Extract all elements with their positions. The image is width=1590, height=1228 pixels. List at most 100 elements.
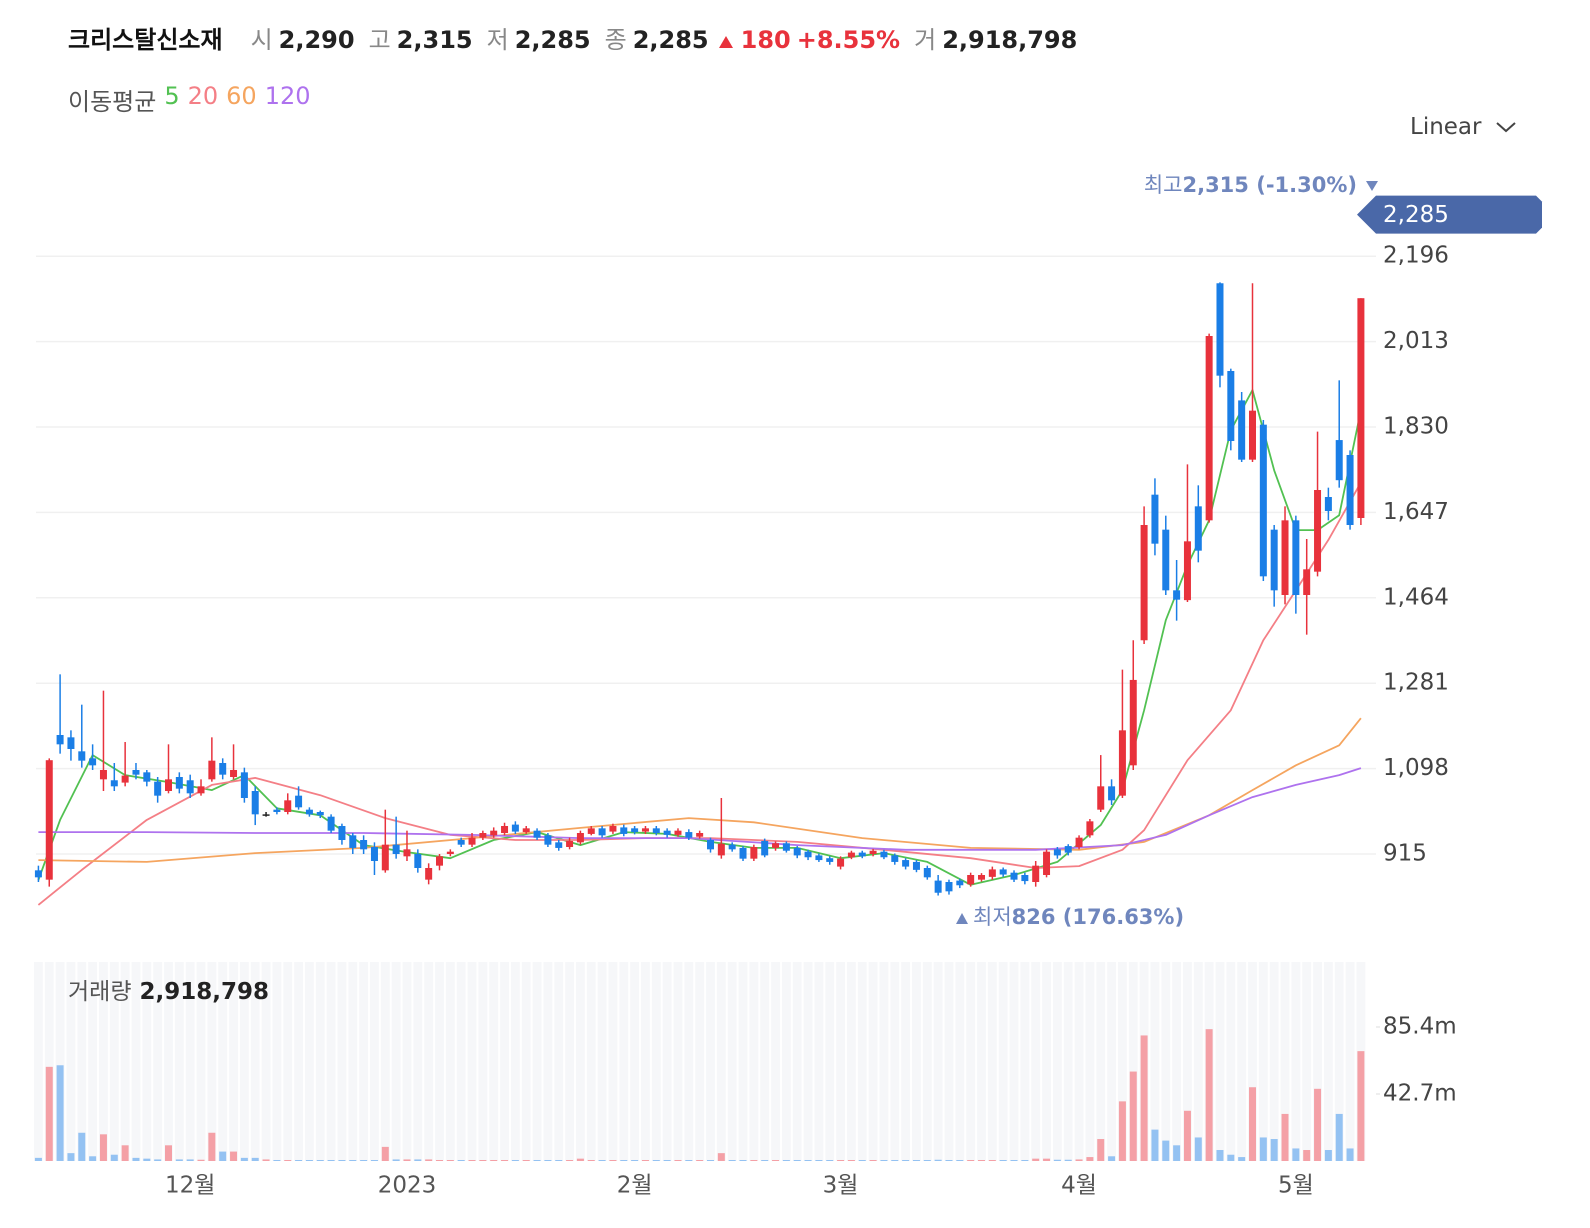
volume-bar <box>1097 1139 1105 1161</box>
volume-stripe <box>868 962 878 1161</box>
volume-bar <box>1108 1156 1116 1161</box>
y-tick-label: 2,196 <box>1383 243 1449 269</box>
volume-stripe <box>836 962 845 1161</box>
volume-stripe <box>1020 962 1030 1161</box>
candle-body <box>522 828 530 833</box>
volume-bar <box>305 1160 313 1161</box>
volume-bar <box>1346 1148 1354 1161</box>
ma-legend: 이동평균 5 20 60 120 <box>68 82 311 117</box>
volume-bar <box>295 1160 303 1161</box>
volume-stripe <box>738 962 748 1161</box>
volume-bar <box>891 1160 899 1161</box>
change-rate: +8.55% <box>796 26 901 54</box>
candle-body <box>490 830 498 836</box>
volume-stripe <box>1258 962 1268 1161</box>
volume-bar <box>1227 1154 1235 1161</box>
volume-bar <box>1043 1158 1051 1161</box>
candle-body <box>121 775 129 783</box>
volume-bar <box>414 1159 422 1161</box>
candle-body <box>230 770 238 777</box>
candle-body <box>576 833 584 843</box>
volume-bar <box>1010 1160 1018 1161</box>
volume-bar <box>316 1160 324 1161</box>
volume-bar <box>620 1160 628 1161</box>
volume-bar <box>999 1160 1007 1161</box>
volume-stripe <box>1215 962 1225 1161</box>
volume-bar <box>1335 1113 1343 1161</box>
volume-bar <box>132 1157 140 1161</box>
stock-name: 크리스탈신소재 <box>68 26 223 54</box>
volume-stripe <box>543 962 553 1161</box>
volume-stripe <box>467 962 477 1161</box>
volume-bar <box>403 1159 411 1161</box>
volume-bar <box>728 1160 736 1161</box>
volume-stripe <box>294 962 303 1161</box>
ma-legend-item[interactable]: 5 <box>164 82 180 110</box>
scale-select[interactable]: Linear <box>1410 114 1517 140</box>
volume-bar <box>1281 1113 1289 1161</box>
candle-body <box>381 844 389 871</box>
volume-stripe <box>185 962 195 1161</box>
volume-bar <box>1205 1029 1213 1161</box>
volume-stripe <box>890 962 900 1161</box>
candle-body <box>1129 679 1137 766</box>
candle-body <box>869 850 877 854</box>
quote-value: 2,918,798 <box>942 26 1078 54</box>
volume-bar <box>457 1160 465 1161</box>
volume-bar <box>533 1160 541 1161</box>
ma-legend-item[interactable]: 20 <box>187 82 219 110</box>
ma-legend-item[interactable]: 60 <box>226 82 257 110</box>
volume-bar <box>251 1157 259 1161</box>
candle-body <box>945 882 953 892</box>
candle-body <box>1238 400 1246 460</box>
volume-stripe <box>66 962 76 1161</box>
volume-bar <box>273 1160 281 1161</box>
volume-bar <box>988 1160 996 1161</box>
volume-stripe <box>966 962 976 1161</box>
volume-title: 거래량 2,918,798 <box>68 979 269 1005</box>
volume-stripe <box>1107 962 1116 1161</box>
volume-bar <box>284 1160 292 1161</box>
volume-stripe <box>1183 962 1192 1161</box>
candle-body <box>446 851 454 854</box>
x-tick-label: 5월 <box>1278 1173 1314 1199</box>
x-tick-label: 2023 <box>378 1173 437 1199</box>
x-tick-label: 4월 <box>1061 1173 1097 1199</box>
volume-stripe <box>630 962 640 1161</box>
x-tick-label: 3월 <box>823 1173 859 1199</box>
volume-bar <box>240 1157 248 1161</box>
volume-bar <box>739 1160 747 1161</box>
quote-value: 2,285 <box>514 26 591 54</box>
candle-body <box>620 827 628 834</box>
volume-bar <box>1194 1137 1202 1161</box>
volume-bar <box>1151 1129 1159 1161</box>
volume-bar <box>1183 1110 1191 1161</box>
ma-legend-item[interactable]: 120 <box>264 82 311 110</box>
volume-stripe <box>445 962 455 1161</box>
max-marker-label: 최고 <box>1144 173 1183 197</box>
volume-bar <box>110 1154 118 1161</box>
candle-body <box>1281 520 1289 595</box>
candle-body <box>197 786 205 794</box>
volume-stripe <box>1052 962 1062 1161</box>
y-tick-label: 1,830 <box>1383 414 1449 440</box>
y-tick-label: 1,281 <box>1383 670 1449 696</box>
max-marker-arrow <box>1366 181 1378 191</box>
candle-body <box>501 826 509 833</box>
volume-bar <box>912 1160 920 1161</box>
volume-bar <box>641 1160 649 1161</box>
volume-bar <box>1292 1148 1300 1161</box>
volume-bar <box>858 1160 866 1161</box>
volume-bar <box>815 1160 823 1161</box>
volume-stripe <box>1161 962 1171 1161</box>
volume-stripe <box>847 962 856 1161</box>
candle-body <box>154 781 162 796</box>
volume-bar <box>934 1159 942 1161</box>
y-tick-label: 1,464 <box>1383 584 1449 610</box>
candle-body <box>587 828 595 834</box>
candle-body <box>110 780 118 787</box>
candle-body <box>1227 371 1235 441</box>
volume-bar <box>1064 1159 1072 1161</box>
candle-body <box>1259 424 1267 577</box>
